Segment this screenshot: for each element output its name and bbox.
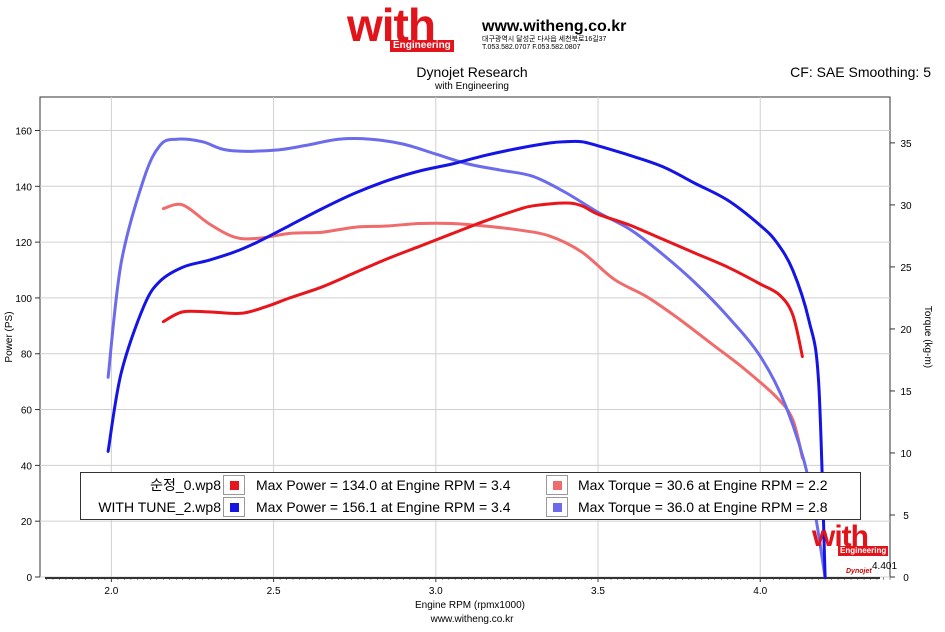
- x-axis-label: Engine RPM (rpmx1000): [415, 600, 525, 611]
- watermark-logo-sub: Engineering: [838, 546, 889, 556]
- x-tick-label: 4.0: [753, 586, 767, 597]
- legend-torque-tune: Max Torque = 36.0 at Engine RPM = 2.8: [578, 499, 828, 515]
- correction-factor: CF: SAE Smoothing: 5: [790, 64, 931, 80]
- series-line: [106, 139, 827, 579]
- y-tick-label: 140: [15, 182, 32, 193]
- y2-axis-label: Torque (kg-m): [922, 306, 933, 368]
- y2-tick-label: 35: [900, 139, 912, 150]
- legend-torque-stock: Max Torque = 30.6 at Engine RPM = 2.2: [578, 477, 828, 493]
- header-website: www.witheng.co.kr: [482, 18, 627, 35]
- y-tick-label: 60: [21, 406, 33, 417]
- chart-subtitle: with Engineering: [435, 81, 509, 92]
- chart-title: Dynojet Research: [416, 64, 528, 80]
- y-tick-label: 160: [15, 126, 32, 137]
- series-line: [161, 201, 804, 358]
- x-tick-label: 3.0: [429, 586, 443, 597]
- series-line: [106, 136, 827, 579]
- x-tick-label: 2.0: [104, 586, 118, 597]
- legend-swatch-tune-power: [223, 497, 245, 517]
- series-lines: [106, 136, 827, 579]
- y2-tick-label: 15: [900, 387, 912, 398]
- axis-ticks: 2.0 2.5 3.0 3.5 4.0 0 20 40 60 80 100 120 140 160 0 5 10…: [15, 126, 912, 597]
- y2-tick-label: 30: [900, 201, 912, 212]
- legend-swatch-stock-torque: [546, 475, 568, 495]
- y2-tick-label: 10: [900, 449, 912, 460]
- y2-tick-label: 5: [903, 511, 909, 522]
- y2-tick-label: 25: [900, 263, 912, 274]
- footer-website: www.witheng.co.kr: [430, 614, 514, 625]
- legend-row-tune: WITH TUNE_2.wp8 Max Power = 156.1 at Eng…: [81, 496, 860, 518]
- legend-file-tune: WITH TUNE_2.wp8: [98, 499, 221, 515]
- legend-power-tune: Max Power = 156.1 at Engine RPM = 3.4: [256, 499, 511, 515]
- y-tick-label: 120: [15, 238, 32, 249]
- corner-value: 4.401: [872, 561, 898, 572]
- legend-swatch-stock-power: [223, 475, 245, 495]
- x-tick-label: 3.5: [591, 586, 605, 597]
- y2-tick-label: 20: [900, 325, 912, 336]
- y-tick-label: 20: [21, 517, 33, 528]
- y-tick-label: 80: [21, 350, 33, 361]
- legend-power-stock: Max Power = 134.0 at Engine RPM = 3.4: [256, 477, 511, 493]
- series-line: [161, 202, 804, 460]
- y-tick-label: 0: [26, 573, 32, 584]
- dynojet-badge: Dynojet: [846, 568, 872, 575]
- x-tick-label: 2.5: [267, 586, 281, 597]
- legend-swatch-tune-torque: [546, 497, 568, 517]
- y2-tick-label: 0: [903, 573, 909, 584]
- y-tick-label: 40: [21, 461, 33, 472]
- y-tick-label: 100: [15, 294, 32, 305]
- header-address: 대구광역시 달성군 다사읍 세천북로16길37: [482, 36, 607, 43]
- legend-row-stock: 순정_0.wp8 Max Power = 134.0 at Engine RPM…: [81, 474, 860, 496]
- header-logo-sub: Engineering: [390, 40, 454, 52]
- header-phone: T.053.582.0707 F.053.582.0807: [482, 44, 581, 51]
- legend-file-stock: 순정_0.wp8: [150, 477, 221, 493]
- y-axis-label: Power (PS): [4, 311, 15, 362]
- legend: 순정_0.wp8 Max Power = 134.0 at Engine RPM…: [80, 472, 861, 520]
